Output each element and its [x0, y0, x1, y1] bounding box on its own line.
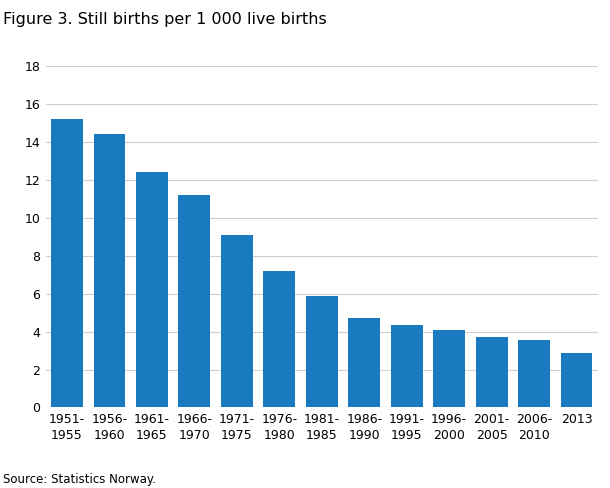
Bar	[179, 195, 210, 407]
Bar	[561, 353, 592, 407]
Bar	[93, 134, 126, 407]
Bar	[51, 119, 83, 407]
Bar	[433, 330, 465, 407]
Bar	[391, 325, 423, 407]
Bar	[306, 296, 338, 407]
Text: Figure 3. Still births per 1 000 live births: Figure 3. Still births per 1 000 live bi…	[3, 12, 327, 27]
Bar	[136, 172, 168, 407]
Text: Source: Statistics Norway.: Source: Statistics Norway.	[3, 472, 156, 486]
Bar	[518, 340, 550, 407]
Bar	[348, 318, 380, 407]
Bar	[476, 337, 508, 407]
Bar	[264, 271, 295, 407]
Bar	[221, 235, 253, 407]
